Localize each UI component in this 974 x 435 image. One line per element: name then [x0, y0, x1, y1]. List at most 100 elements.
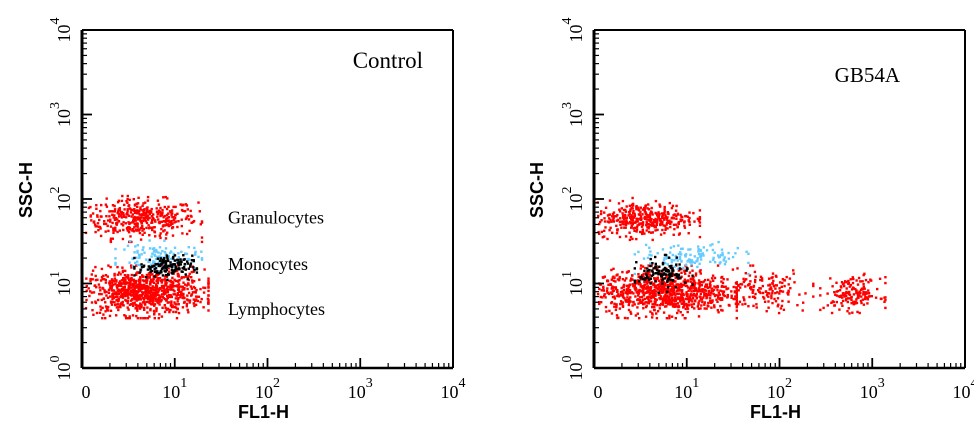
- data-point: [699, 249, 701, 251]
- data-point: [169, 224, 171, 226]
- data-point: [621, 223, 623, 225]
- data-point: [869, 279, 871, 281]
- data-point: [693, 281, 695, 283]
- data-point: [665, 217, 667, 219]
- data-point: [201, 298, 203, 300]
- data-point: [653, 309, 655, 311]
- data-point: [634, 287, 636, 289]
- data-point: [695, 274, 697, 276]
- data-point: [111, 298, 113, 300]
- data-point: [694, 299, 696, 301]
- data-point: [792, 269, 794, 271]
- data-point: [605, 306, 607, 308]
- data-point: [643, 294, 645, 296]
- data-point: [166, 279, 168, 281]
- data-point: [107, 306, 109, 308]
- data-point: [822, 307, 824, 309]
- data-point: [858, 277, 860, 279]
- data-point: [600, 213, 602, 215]
- data-point: [732, 256, 734, 258]
- data-point: [764, 301, 766, 303]
- data-point: [128, 231, 130, 233]
- data-point: [130, 287, 132, 289]
- data-point: [865, 296, 867, 298]
- data-point: [629, 239, 631, 241]
- data-point: [619, 236, 621, 238]
- data-point: [180, 251, 182, 253]
- data-point: [95, 286, 97, 288]
- data-point: [619, 224, 621, 226]
- data-point: [833, 301, 835, 303]
- data-point: [661, 229, 663, 231]
- data-point: [111, 214, 113, 216]
- data-point: [636, 220, 638, 222]
- data-point: [716, 289, 718, 291]
- data-point: [117, 212, 119, 214]
- data-point: [643, 270, 645, 272]
- data-point: [728, 258, 730, 260]
- data-point: [153, 292, 155, 294]
- data-point: [141, 205, 143, 207]
- data-point: [754, 271, 756, 273]
- data-point: [175, 214, 177, 216]
- data-point: [105, 223, 107, 225]
- data-point: [659, 288, 661, 290]
- data-point: [119, 290, 121, 292]
- data-point: [651, 295, 653, 297]
- data-point: [646, 229, 648, 231]
- data-point: [127, 317, 129, 319]
- data-point: [728, 304, 730, 306]
- data-point: [608, 214, 610, 216]
- data-point: [100, 293, 102, 295]
- data-point: [722, 294, 724, 296]
- data-point: [114, 263, 116, 265]
- data-point: [184, 210, 186, 212]
- data-point: [117, 303, 119, 305]
- data-point: [663, 224, 665, 226]
- data-point: [723, 278, 725, 280]
- data-point: [139, 277, 141, 279]
- data-point: [606, 287, 608, 289]
- data-point: [177, 259, 179, 261]
- data-point: [109, 283, 111, 285]
- data-point: [166, 208, 168, 210]
- x-tick-label: 102: [255, 376, 280, 402]
- data-point: [672, 254, 674, 256]
- data-point: [105, 279, 107, 281]
- data-point: [158, 289, 160, 291]
- data-point: [688, 275, 690, 277]
- data-point: [741, 303, 743, 305]
- data-point: [154, 235, 156, 237]
- data-point: [177, 297, 179, 299]
- data-point: [861, 288, 863, 290]
- data-point: [640, 207, 642, 209]
- data-point: [645, 277, 647, 279]
- data-point: [201, 241, 203, 243]
- data-point: [632, 283, 634, 285]
- data-point: [152, 285, 154, 287]
- data-point: [193, 247, 195, 249]
- data-point: [154, 268, 156, 270]
- data-point: [109, 315, 111, 317]
- data-point: [112, 238, 114, 240]
- data-point: [165, 274, 167, 276]
- data-point: [865, 279, 867, 281]
- data-point: [655, 263, 657, 265]
- data-point: [89, 278, 91, 280]
- data-point: [133, 281, 135, 283]
- data-point: [775, 300, 777, 302]
- data-point: [631, 216, 633, 218]
- data-point: [178, 312, 180, 314]
- data-point: [117, 274, 119, 276]
- data-point: [167, 301, 169, 303]
- data-point: [739, 301, 741, 303]
- data-point: [149, 276, 151, 278]
- data-point: [625, 219, 627, 221]
- data-point: [747, 262, 749, 264]
- data-point: [110, 302, 112, 304]
- data-point: [626, 317, 628, 319]
- data-point: [142, 211, 144, 213]
- data-point: [138, 255, 140, 257]
- data-point: [688, 219, 690, 221]
- data-point: [849, 285, 851, 287]
